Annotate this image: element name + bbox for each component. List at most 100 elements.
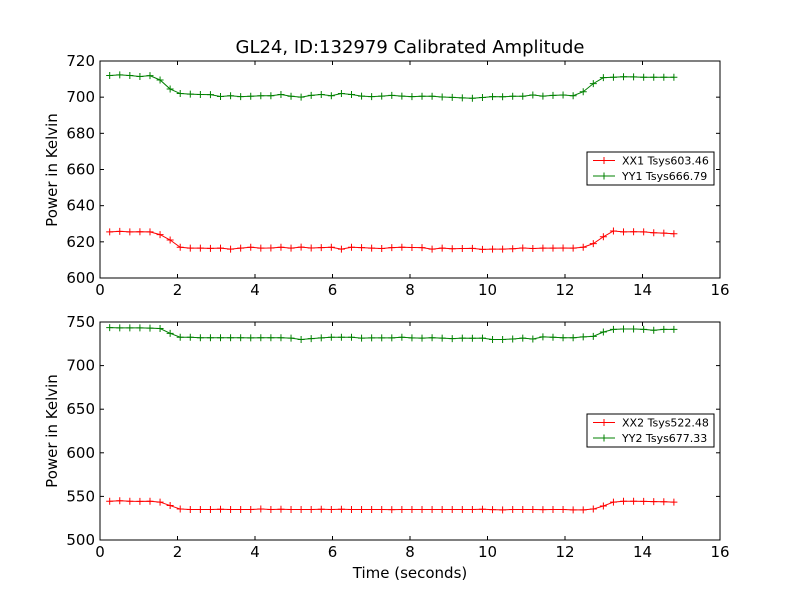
bottom-chart-data-point [186, 333, 194, 341]
top-chart-data-point [287, 92, 295, 100]
top-chart-data-point [478, 245, 486, 253]
top-chart-legend-label: XX1 Tsys603.46 [622, 155, 709, 168]
bottom-chart-data-point [247, 334, 255, 342]
top-chart-data-point [620, 228, 628, 236]
bottom-chart-data-point [569, 334, 577, 342]
bottom-chart-data-point [428, 334, 436, 342]
bottom-chart-data-point [378, 505, 386, 513]
top-chart-data-point [599, 74, 607, 82]
bottom-chart-x-tick-label: 12 [555, 543, 574, 561]
bottom-chart-data-point [579, 506, 587, 514]
bottom-chart-data-point [126, 324, 134, 332]
top-chart-data-point [448, 245, 456, 253]
bottom-chart-y-tick-label: 650 [66, 400, 95, 418]
bottom-chart-data-point [217, 505, 225, 513]
top-chart-x-tick-label: 0 [95, 281, 105, 299]
bottom-chart-data-point [237, 334, 245, 342]
top-chart-data-point [609, 73, 617, 81]
bottom-chart-y-axis-label: Power in Kelvin [43, 374, 61, 488]
bottom-chart-data-point [307, 505, 315, 513]
bottom-chart-data-point [388, 506, 396, 514]
top-chart-data-point [186, 90, 194, 98]
top-chart-legend: XX1 Tsys603.46 YY1 Tsys666.79 [586, 151, 715, 186]
top-chart-data-point [237, 244, 245, 252]
bottom-chart-data-point [489, 506, 497, 514]
bottom-chart-data-point [388, 334, 396, 342]
bottom-chart-data-point [156, 325, 164, 333]
top-chart-data-point [217, 92, 225, 100]
bottom-chart-data-point [176, 333, 184, 341]
bottom-chart-data-point [670, 325, 678, 333]
top-chart-data-point [589, 80, 597, 88]
top-chart-data-point [489, 93, 497, 101]
bottom-chart-data-point [539, 506, 547, 514]
bottom-chart-data-point [116, 324, 124, 332]
top-chart-data-point [106, 228, 114, 236]
bottom-chart-data-point [478, 334, 486, 342]
bottom-chart-data-point [317, 505, 325, 513]
bottom-chart-data-point [237, 505, 245, 513]
top-chart-y-tick-label: 640 [66, 197, 95, 215]
bottom-chart-x-tick-label: 10 [478, 543, 497, 561]
top-chart-legend-marker [600, 172, 608, 180]
top-chart-data-point [559, 91, 567, 99]
top-chart-data-point [438, 93, 446, 101]
bottom-chart-data-point [287, 505, 295, 513]
bottom-chart-data-point [257, 505, 265, 513]
top-chart-legend-label: YY1 Tsys666.79 [621, 170, 707, 183]
bottom-chart-data-point [227, 505, 235, 513]
top-chart-legend-marker [600, 157, 608, 164]
bottom-chart-data-point [337, 505, 345, 513]
top-chart-data-point [650, 229, 658, 237]
top-chart-x-tick-label: 16 [710, 281, 729, 299]
bottom-chart-data-point [428, 505, 436, 513]
bottom-chart-data-point [136, 497, 144, 505]
bottom-chart-data-point [166, 329, 174, 337]
top-chart-x-tick-label: 2 [173, 281, 183, 299]
bottom-chart-x-tick-label: 14 [633, 543, 652, 561]
bottom-chart-data-point [106, 497, 114, 505]
bottom-chart-data-point [146, 497, 154, 505]
top-chart-x-tick-label: 8 [405, 281, 415, 299]
top-chart-data-point [579, 88, 587, 96]
top-chart-data-point [297, 93, 305, 101]
bottom-chart-data-point [257, 334, 265, 342]
bottom-chart-data-point [549, 333, 557, 341]
bottom-chart-data-point [378, 334, 386, 342]
top-chart-data-point [478, 94, 486, 102]
top-chart-data-point [388, 91, 396, 99]
top-chart-data-point [347, 90, 355, 98]
top-chart-data-point [519, 244, 527, 252]
top-chart-data-point [368, 93, 376, 101]
bottom-chart-data-point [569, 506, 577, 514]
top-chart-data-point [307, 244, 315, 252]
top-chart-data-point [589, 240, 597, 248]
bottom-chart-data-point [438, 334, 446, 342]
top-chart-data-point [559, 244, 567, 252]
top-chart-legend-box [586, 151, 715, 186]
top-chart-data-point [599, 233, 607, 241]
top-chart-data-point [267, 92, 275, 100]
bottom-chart-legend-marker [600, 434, 608, 442]
top-chart-data-point [499, 245, 507, 253]
bottom-chart-data-point [247, 505, 255, 513]
bottom-chart-data-point [458, 505, 466, 513]
top-chart-y-tick-label: 660 [66, 161, 95, 179]
bottom-chart-data-point [448, 505, 456, 513]
top-chart-data-point [227, 245, 235, 253]
bottom-chart-data-point [609, 498, 617, 506]
bottom-chart-data-point [499, 335, 507, 343]
bottom-chart-data-point [196, 505, 204, 513]
top-chart-data-point [539, 244, 547, 252]
top-chart-data-point [468, 244, 476, 252]
top-chart-data-point [196, 90, 204, 98]
top-chart-data-point [368, 244, 376, 252]
bottom-chart-data-point [358, 505, 366, 513]
top-chart-data-point [620, 73, 628, 81]
top-chart-data-point [408, 243, 416, 251]
bottom-chart-data-point [307, 335, 315, 343]
bottom-chart-data-point [186, 505, 194, 513]
bottom-chart-data-point [589, 332, 597, 340]
top-chart-data-point [428, 92, 436, 100]
bottom-chart-data-point [448, 335, 456, 343]
